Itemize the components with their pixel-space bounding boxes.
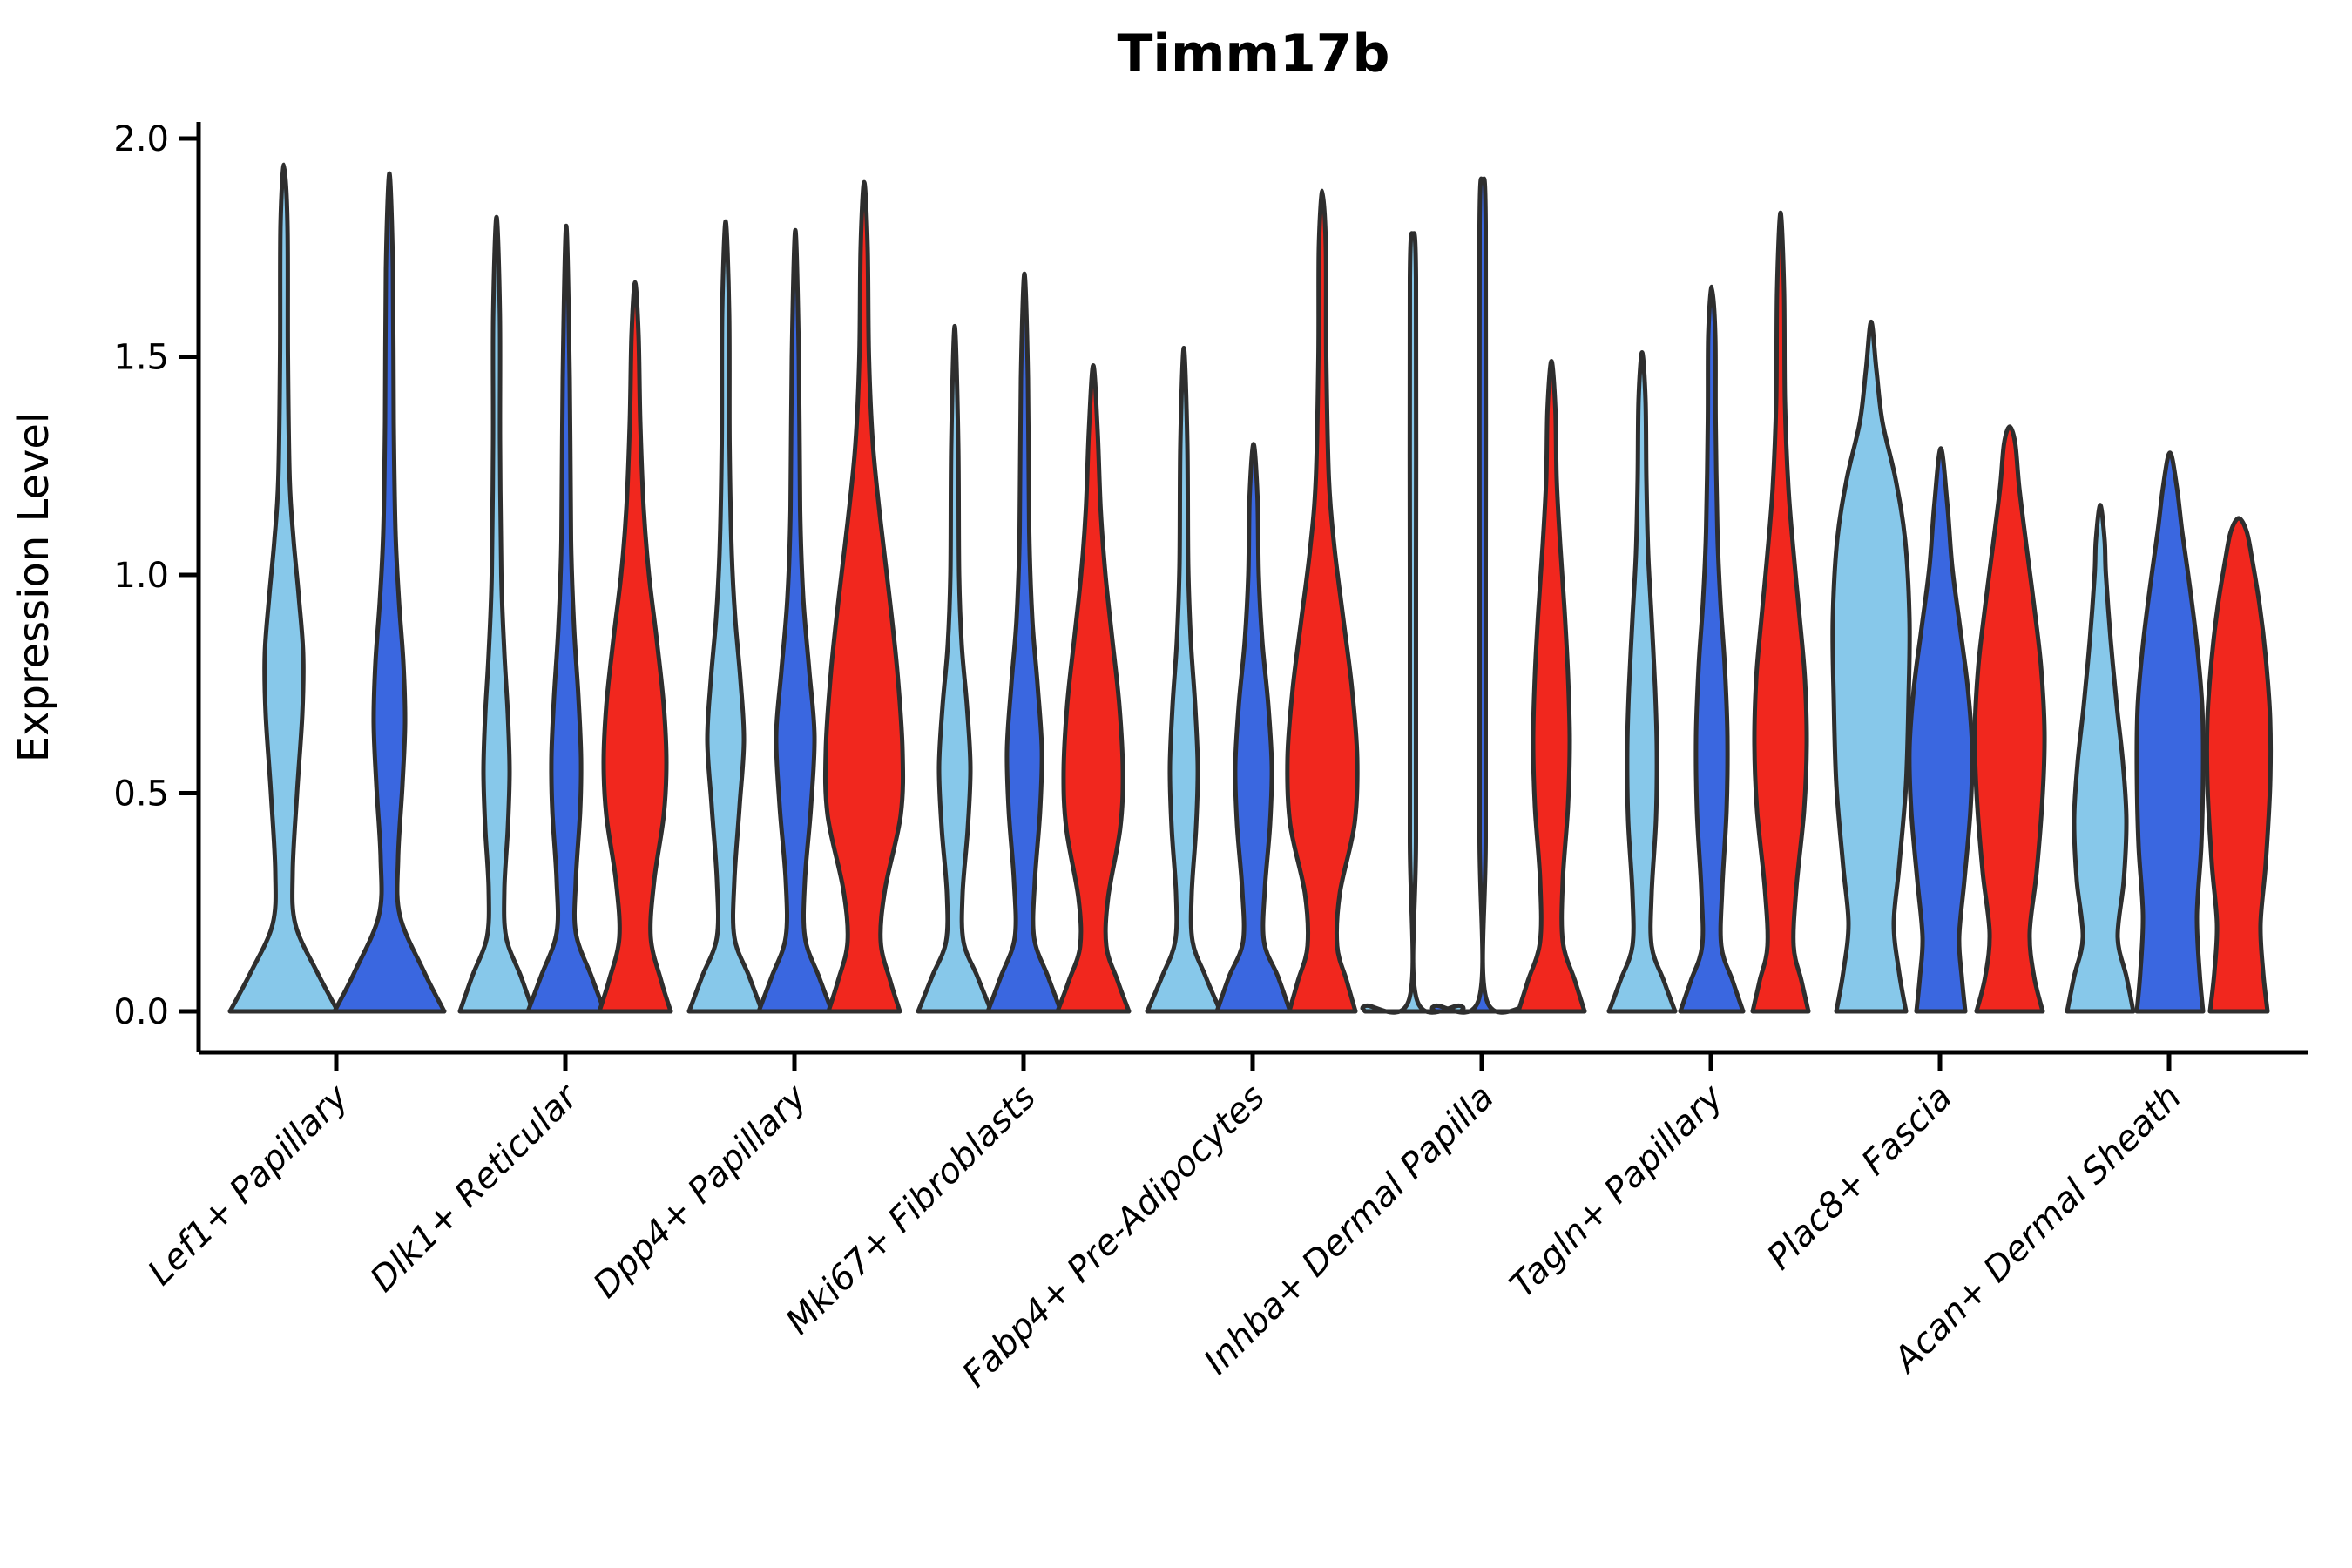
violin-mki67-red bbox=[1055, 363, 1132, 1014]
x-tick-label: Plac8+ Fascia bbox=[1760, 1078, 1960, 1278]
violin-dpp4-red bbox=[822, 179, 906, 1014]
violin-lef1-light_blue bbox=[227, 162, 341, 1014]
x-tick-label: Lef1+ Papillary bbox=[140, 1077, 357, 1294]
y-axis-label: Expression Level bbox=[10, 412, 58, 763]
violin-fabp4-dark_blue bbox=[1214, 442, 1293, 1014]
violin-inhba-light_blue bbox=[1360, 231, 1466, 1015]
violin-dpp4-light_blue bbox=[686, 219, 765, 1014]
violin-mki67-light_blue bbox=[916, 323, 994, 1014]
x-tick-label: Dpp4+ Papillary bbox=[586, 1077, 815, 1306]
y-tick-label: 0.5 bbox=[113, 774, 169, 814]
y-tick-label: 1.0 bbox=[113, 556, 169, 596]
violin-acan-dark_blue bbox=[2134, 450, 2206, 1014]
x-tick-label: Tagln+ Papillary bbox=[1503, 1077, 1732, 1306]
violin-plac8-light_blue bbox=[1830, 319, 1912, 1014]
y-tick-label: 1.5 bbox=[113, 338, 169, 378]
violin-tagln-red bbox=[1750, 210, 1811, 1014]
violin-mki67-dark_blue bbox=[985, 271, 1064, 1014]
violin-dpp4-dark_blue bbox=[756, 227, 835, 1014]
y-tick-label: 0.0 bbox=[113, 992, 169, 1032]
violin-fabp4-light_blue bbox=[1145, 346, 1223, 1014]
x-axis-ticks: Lef1+ Papillary Dlk1+ Reticular Dpp4+ Papi… bbox=[140, 1052, 2189, 1395]
violin-tagln-dark_blue bbox=[1678, 284, 1746, 1014]
violin-fabp4-red bbox=[1285, 188, 1360, 1014]
violin-dlk1-dark_blue bbox=[525, 223, 607, 1014]
y-axis-ticks: 0.0 0.5 1.0 1.5 2.0 bbox=[113, 119, 199, 1032]
violin-inhba-red bbox=[1516, 359, 1587, 1014]
x-tick-label: Dlk1+ Reticular bbox=[363, 1076, 587, 1300]
violin-acan-red bbox=[2204, 516, 2274, 1014]
violin-plac8-red bbox=[1972, 424, 2047, 1014]
violin-inhba-dark_blue bbox=[1429, 176, 1536, 1015]
chart-title: Timm17b bbox=[1118, 24, 1390, 84]
violin-plac8-dark_blue bbox=[1907, 446, 1975, 1014]
y-tick-label: 2.0 bbox=[113, 119, 169, 159]
violin-dlk1-red bbox=[597, 280, 673, 1014]
x-tick-label: Mki67+ Fibroblasts bbox=[778, 1078, 1044, 1343]
violin-acan-light_blue bbox=[2065, 503, 2136, 1014]
violin-tagln-light_blue bbox=[1606, 350, 1678, 1014]
violins-layer bbox=[227, 162, 2274, 1015]
violin-lef1-dark_blue bbox=[332, 171, 447, 1014]
violin-dlk1-light_blue bbox=[457, 214, 536, 1014]
